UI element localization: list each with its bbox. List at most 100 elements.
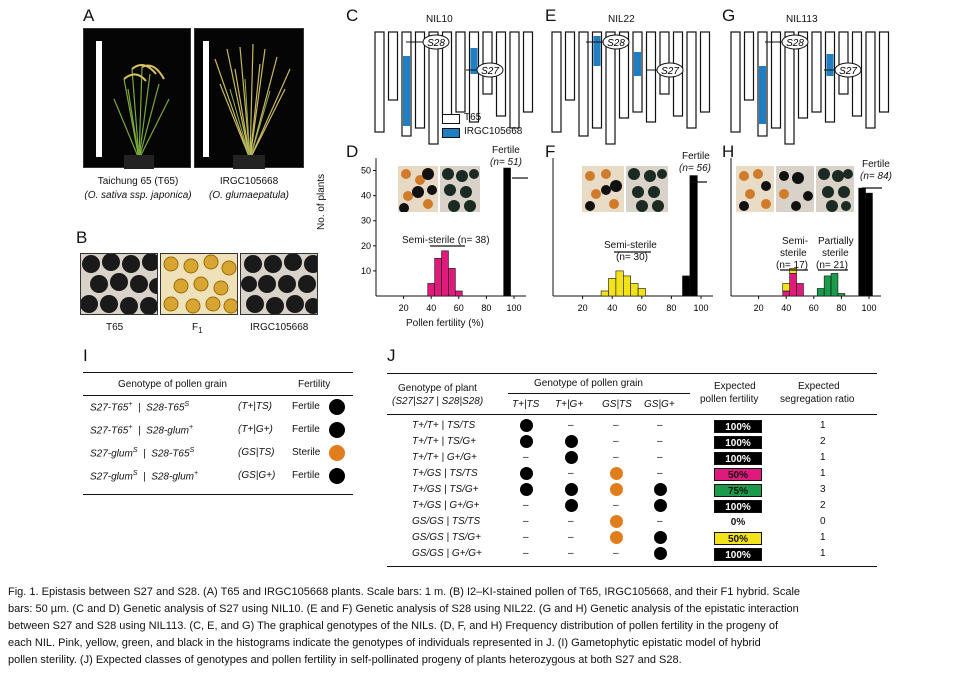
h-semi-label-b: sterile: [780, 248, 807, 259]
chromosome-bar: [730, 31, 741, 133]
segregation-ratio: 0: [820, 516, 826, 527]
chromosome-bar: [645, 31, 657, 123]
absent-mark: –: [613, 500, 619, 511]
f-semi-n: (n= 30): [616, 252, 648, 263]
absent-mark: –: [657, 420, 663, 431]
absent-mark: –: [657, 516, 663, 527]
chromosome-bar: [878, 31, 890, 113]
t65-name: Taichung 65 (T65): [97, 176, 179, 187]
scale-bar: [203, 41, 209, 157]
histogram-bar: [865, 192, 873, 297]
segregation-ratio: 1: [820, 532, 826, 543]
fertile-pollen-dot: [520, 419, 533, 432]
absent-mark: –: [568, 420, 574, 431]
f1-letter: F: [192, 322, 199, 333]
histogram-bar: [682, 275, 691, 297]
segregation-ratio: 2: [820, 500, 826, 511]
pollen-label-f1: F1: [192, 322, 203, 335]
s28-tag-label: S28: [786, 38, 804, 49]
histogram-bar: [858, 187, 866, 297]
s28-tag: [422, 34, 450, 50]
plant-genotype: T+/GS | TS/TS: [412, 468, 478, 479]
genotype-code: (GS|TS): [238, 447, 275, 458]
absent-mark: –: [523, 500, 529, 511]
caption-line: between S27 and S28 using NIL113. (C, E,…: [8, 620, 779, 632]
d-fertile-label: Fertile: [492, 145, 520, 156]
chromosome-bar: [387, 31, 399, 101]
fertility-value: Fertile: [292, 470, 320, 481]
table-j-header-seg-b: segregation ratio: [780, 394, 855, 405]
table-i-top-rule: [83, 372, 353, 373]
s28-tag: [602, 34, 630, 50]
table-j-header-rule: [387, 414, 877, 415]
s28-tag: [781, 34, 809, 50]
s27-tag: [834, 62, 862, 78]
table-i-header-rule: [83, 395, 353, 396]
fertility-value: Fertile: [292, 424, 320, 435]
sterile-pollen-dot: [610, 483, 623, 496]
y-tick-label: 20: [361, 241, 371, 251]
fertile-pollen-dot: [654, 483, 667, 496]
f-pollen-insets: [582, 166, 668, 212]
plant-genotype: T+/T+ | TS/TS: [412, 420, 476, 431]
sterile-pollen-dot: [610, 467, 623, 480]
chromosome-bar: [605, 31, 616, 145]
chromosome-bar: [824, 31, 836, 123]
segregation-ratio: 1: [820, 420, 826, 431]
panel-label-g: G: [722, 6, 736, 25]
sterile-dot: [329, 445, 345, 461]
irgc-pollen-photo: [240, 253, 318, 315]
table-j-col-4: GS|G+: [644, 399, 675, 410]
segregation-ratio: 1: [820, 468, 826, 479]
segregation-ratio: 1: [820, 548, 826, 559]
h-fertile-n: (n= 84): [860, 171, 892, 182]
expected-fertility: 100%: [714, 548, 762, 561]
table-j-col-3: GS|TS: [602, 399, 632, 410]
chromosome-bar: [414, 31, 426, 129]
y-tick-label: 30: [361, 216, 371, 226]
d-pollen-insets: [398, 166, 480, 212]
absent-mark: –: [523, 516, 529, 527]
expected-fertility: 100%: [714, 452, 762, 465]
x-tick-label: 80: [666, 303, 676, 313]
fertile-pollen-dot: [520, 435, 533, 448]
legend-t65-swatch: [442, 114, 460, 124]
absent-mark: –: [613, 548, 619, 559]
absent-mark: –: [523, 548, 529, 559]
t65-pollen-grains: [81, 254, 157, 314]
y-tick-label: 40: [361, 191, 371, 201]
chromosome-bar: [797, 31, 809, 119]
absent-mark: –: [523, 452, 529, 463]
histogram-bar: [600, 290, 609, 297]
s27-tag-label: S27: [839, 66, 857, 77]
histogram-bar: [689, 175, 698, 297]
plant-genotype: T+/GS | TS/G+: [412, 484, 479, 495]
introgression-segment: [634, 52, 641, 76]
x-tick-label: 80: [481, 303, 491, 313]
panel-label-a: A: [83, 6, 95, 25]
legend-irgc-label: IRGC105668: [464, 126, 523, 137]
histogram-bar: [796, 283, 804, 297]
chromosome-bar: [374, 31, 385, 133]
chromosome-bar: [784, 31, 795, 145]
chromosome-bar: [428, 31, 439, 145]
irgc-species: (O. glumaepatula): [208, 190, 290, 201]
absent-mark: –: [613, 420, 619, 431]
chromosome-bar: [811, 31, 822, 113]
table-j-col-1: T+|TS: [512, 399, 540, 410]
table-j-pollen-rule: [508, 393, 690, 394]
chromosome-bar: [865, 31, 876, 129]
fertile-pollen-dot: [565, 499, 578, 512]
x-tick-label: 60: [637, 303, 647, 313]
caption-line: each NIL. Pink, yellow, green, and black…: [8, 637, 761, 649]
pollen-genotype: S27-glumS | S28-T65S: [90, 447, 195, 460]
h-partial-label-a: Partially: [818, 236, 854, 247]
table-j-header-plant-a: Genotype of plant: [398, 383, 477, 394]
fertile-dot: [329, 422, 345, 438]
introgression-segment: [403, 56, 410, 126]
x-tick-label: 20: [578, 303, 588, 313]
irgc-plant-photo: [194, 28, 304, 169]
absent-mark: –: [568, 516, 574, 527]
histogram-bar: [441, 250, 449, 297]
histogram-panels: 10 20 30 40 50 20 40 60 80 100 20 40 60 80 100 20 40 60 80…: [361, 158, 882, 313]
